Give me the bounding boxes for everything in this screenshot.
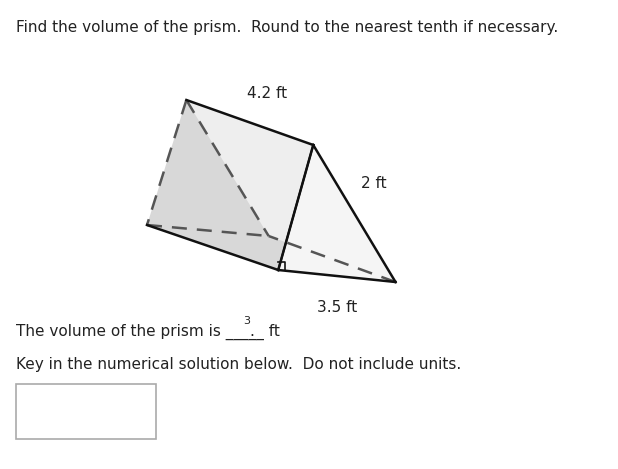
Polygon shape: [278, 145, 396, 282]
Polygon shape: [187, 100, 396, 282]
Text: 4.2 ft: 4.2 ft: [247, 85, 287, 100]
Text: The volume of the prism is _____ ft: The volume of the prism is _____ ft: [15, 324, 279, 340]
FancyBboxPatch shape: [15, 384, 156, 439]
Text: 3: 3: [243, 316, 250, 326]
Text: .: .: [250, 324, 254, 339]
Polygon shape: [147, 100, 313, 270]
Text: Key in the numerical solution below.  Do not include units.: Key in the numerical solution below. Do …: [15, 357, 461, 372]
Text: 3.5 ft: 3.5 ft: [317, 300, 357, 315]
Text: 2 ft: 2 ft: [362, 176, 387, 191]
Text: Find the volume of the prism.  Round to the nearest tenth if necessary.: Find the volume of the prism. Round to t…: [15, 20, 558, 35]
Polygon shape: [147, 225, 396, 282]
